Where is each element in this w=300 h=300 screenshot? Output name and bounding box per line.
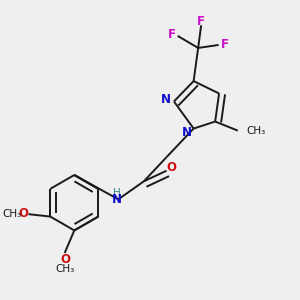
- Text: CH₃: CH₃: [56, 264, 75, 274]
- Text: H: H: [113, 188, 121, 198]
- Text: CH₃: CH₃: [247, 126, 266, 136]
- Text: O: O: [166, 161, 176, 174]
- Text: CH₃: CH₃: [2, 208, 22, 219]
- Text: N: N: [160, 94, 170, 106]
- Text: F: F: [221, 38, 229, 51]
- Text: F: F: [168, 28, 176, 41]
- Text: N: N: [112, 193, 122, 206]
- Text: O: O: [18, 207, 28, 220]
- Text: N: N: [182, 126, 192, 139]
- Text: O: O: [60, 253, 70, 266]
- Text: F: F: [197, 15, 205, 28]
